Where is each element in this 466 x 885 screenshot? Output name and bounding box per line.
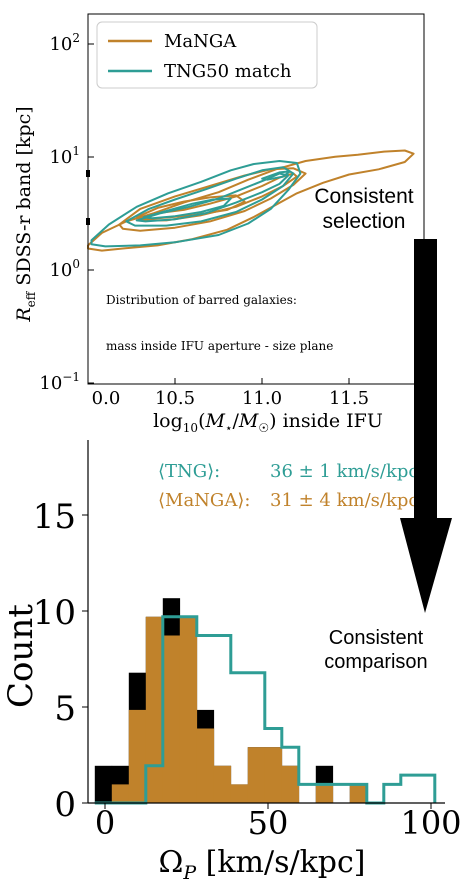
- histogram-panel: 0 5 10 15 Count 0 50 100 ΩP [km/s/kpc] ⟨…: [1, 440, 462, 884]
- legend-label-manga: MaNGA: [164, 31, 237, 52]
- x-tick-label: 0: [95, 804, 115, 842]
- hist-bar-manga: [111, 784, 130, 803]
- contour-legend: MaNGA TNG50 match: [96, 21, 318, 89]
- x-axis-title: ΩP [km/s/kpc]: [158, 845, 365, 884]
- y-tick-label: 0: [54, 785, 76, 825]
- hist-bar-manga: [196, 728, 215, 803]
- contour-tng-level-3: [135, 172, 290, 223]
- x-tick-label: 100: [400, 804, 461, 842]
- legend-label-tng: TNG50 match: [164, 61, 292, 82]
- y-tick-label: 10−1: [39, 370, 80, 394]
- contour-tng-level-4: [142, 197, 232, 220]
- hist-bar-manga: [145, 616, 164, 803]
- hist-x-axis: 0 50 100 ΩP [km/s/kpc]: [95, 803, 462, 884]
- annotation-comparison-text: Consistent comparison: [324, 627, 428, 673]
- annotation-consistent-selection: Consistent selection: [294, 185, 434, 235]
- hist-bar-manga: [128, 709, 147, 803]
- hist-bar-black: [94, 765, 113, 803]
- annotation-selection-text: Consistent selection: [314, 185, 414, 233]
- legend-manga-label: ⟨MaNGA⟩:: [158, 490, 250, 511]
- contour-plot-frame: [87, 13, 425, 385]
- legend-tng-label: ⟨TNG⟩:: [158, 461, 220, 482]
- x-tick-label: 50: [248, 804, 289, 842]
- hist-bar-manga: [247, 747, 266, 803]
- hist-bar-manga: [230, 784, 249, 803]
- contour-tng-level-5: [261, 170, 291, 181]
- edge-mark: [86, 170, 90, 177]
- annotation-consistent-comparison: Consistent comparison: [306, 627, 446, 674]
- y-tick-label: 101: [49, 144, 80, 168]
- contour-tng-level-1: [90, 160, 302, 248]
- y-tick-label: 5: [54, 689, 76, 729]
- histogram-bars: [94, 598, 437, 805]
- legend-tng-value: 36 ± 1 km/s/kpc: [270, 461, 418, 482]
- contour-lines: [87, 149, 415, 252]
- x-tick-label: 10.5: [155, 388, 195, 409]
- panel-caption-line2: mass inside IFU aperture - size plane: [106, 339, 333, 353]
- y-tick-label: 10: [33, 593, 76, 633]
- y-tick-label: 100: [49, 257, 80, 281]
- x-axis-title: log10(M⋆/M☉) inside IFU: [153, 410, 383, 435]
- x-tick-label: 11.5: [329, 388, 369, 409]
- legend-manga-value: 31 ± 4 km/s/kpc: [270, 490, 418, 511]
- hist-y-axis: 0 5 10 15 Count: [1, 497, 88, 825]
- hist-bar-manga: [179, 616, 198, 803]
- hist-bar-manga: [349, 784, 368, 803]
- panel-caption-line1: Distribution of barred galaxies:: [106, 293, 297, 307]
- y-tick-label: 102: [49, 31, 80, 55]
- x-tick-label: 11.0: [242, 388, 282, 409]
- x-tick-label: 0.0: [92, 388, 121, 409]
- contour-manga-level-2: [118, 167, 307, 232]
- y-axis-title: Count: [1, 604, 41, 708]
- edge-mark: [86, 218, 90, 225]
- hist-bar-manga: [264, 747, 283, 803]
- hist-bar-manga: [281, 765, 300, 803]
- flow-arrow: [400, 239, 452, 613]
- contour-y-axis: 102 101 100 10−1 Reff SDSS-r band [kpc]: [13, 31, 94, 394]
- y-axis-title: Reff SDSS-r band [kpc]: [13, 106, 38, 322]
- y-tick-label: 15: [33, 497, 76, 537]
- hist-bar-manga: [213, 765, 232, 803]
- contour-panel: 102 101 100 10−1 Reff SDSS-r band [kpc] …: [13, 13, 425, 435]
- contour-x-axis: 0.0 10.5 11.0 11.5 log10(M⋆/M☉) inside I…: [87, 378, 383, 435]
- hist-bar-manga: [162, 635, 181, 803]
- contour-tng-level-2: [125, 166, 295, 227]
- hist-step-tng: [94, 615, 437, 805]
- hist-bar-manga: [315, 784, 334, 803]
